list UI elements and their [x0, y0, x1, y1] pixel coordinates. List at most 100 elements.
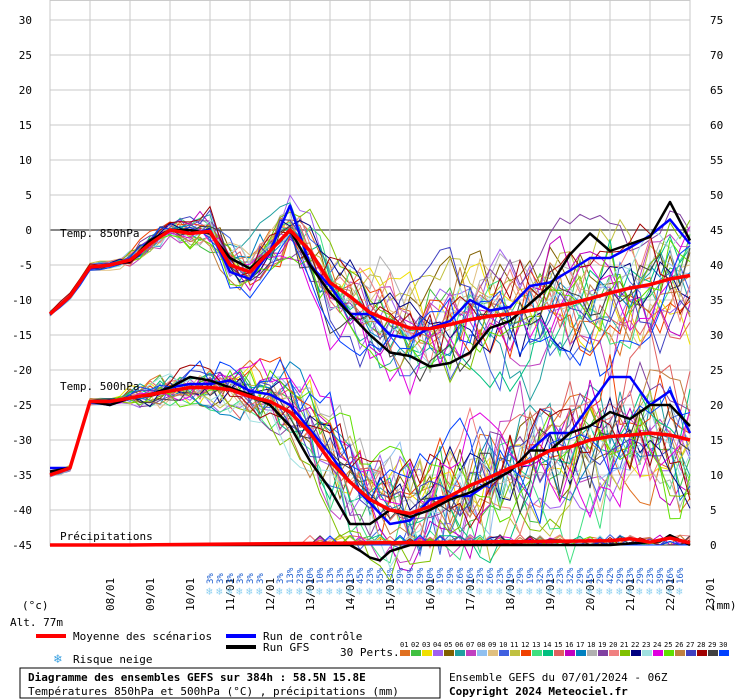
pert-color-swatch: [653, 650, 663, 656]
snowflake-icon: ❄: [236, 585, 243, 598]
x-tick-label: 15/01: [384, 578, 397, 611]
snowflake-icon: ❄: [356, 585, 363, 598]
snowflake-icon: ❄: [346, 585, 353, 598]
series-line-850hPa: [49, 200, 692, 368]
pert-id-label: 12: [521, 641, 529, 649]
snow-risk-value: 23%: [346, 567, 356, 584]
pert-id-label: 04: [433, 641, 441, 649]
snow-risk-value: 35%: [376, 567, 386, 584]
footer-copyright: Copyright 2024 Meteociel.fr: [449, 685, 628, 698]
pert-id-label: 27: [686, 641, 694, 649]
perturbation-line: [49, 218, 691, 315]
perturbation-line: [49, 369, 691, 544]
y-left-tick-label: -10: [12, 294, 32, 307]
snow-risk-value: 42%: [606, 567, 616, 584]
snow-risk-value: 32%: [566, 567, 576, 584]
snow-risk-value: 3%: [236, 573, 246, 584]
x-tick-label: 23/01: [704, 578, 717, 611]
pert-id-label: 17: [576, 641, 584, 649]
pert-id-label: 30: [719, 641, 727, 649]
snow-risk-value: 26%: [666, 567, 676, 584]
legend-control-label: Run de contrôle: [263, 630, 362, 643]
snowflake-icon: ❄: [376, 585, 383, 598]
y-right-tick-label: 60: [710, 119, 723, 132]
pert-color-swatch: [532, 650, 542, 656]
snow-risk-value: 3%: [216, 573, 226, 584]
t500-label: Temp. 500hPa: [60, 380, 139, 393]
snowflake-icon: ❄: [656, 585, 663, 598]
pert-id-label: 09: [488, 641, 496, 649]
snow-risk-value: 23%: [366, 567, 376, 584]
pert-id-label: 23: [642, 641, 650, 649]
y-left-tick-label: 10: [19, 154, 32, 167]
footer-subtitle: Températures 850hPa et 500hPa (°C) , pré…: [28, 685, 399, 698]
pert-id-label: 02: [411, 641, 419, 649]
footer-title: Diagramme des ensembles GEFS sur 384h : …: [28, 671, 366, 684]
snowflake-icon: ❄: [336, 585, 343, 598]
y-right-tick-label: 55: [710, 154, 723, 167]
snow-risk-value: 13%: [336, 567, 346, 584]
snowflake-icon: ❄: [546, 585, 553, 598]
y-left-tick-label: -40: [12, 504, 32, 517]
snowflake-icon: ❄: [536, 585, 543, 598]
y-left-tick-label: -20: [12, 364, 32, 377]
y-right-tick-label: 25: [710, 364, 723, 377]
pert-id-label: 29: [708, 641, 716, 649]
snowflake-icon: ❄: [466, 585, 473, 598]
snow-risk-value: 19%: [526, 567, 536, 584]
x-tick-label: 22/01: [664, 578, 677, 611]
snowflake-icon: ❄: [416, 585, 423, 598]
snowflake-icon: ❄: [396, 585, 403, 598]
snowflake-icon: ❄: [386, 585, 393, 598]
y-right-tick-label: 15: [710, 434, 723, 447]
snow-risk-value: 29%: [516, 567, 526, 584]
perturbation-line: [49, 373, 691, 569]
x-axis: 08/01 09/01 10/01 11/01 12/01 13/01 14/01 15/01…: [104, 578, 717, 611]
y-right-tick-label: 70: [710, 49, 723, 62]
pert-color-swatch: [631, 650, 641, 656]
x-tick-label: 16/01: [424, 578, 437, 611]
snow-risk-value: 26%: [466, 567, 476, 584]
snowflake-icon: ❄: [646, 585, 653, 598]
perturbation-line: [49, 226, 691, 377]
snow-risk-value: 23%: [626, 567, 636, 584]
pert-color-swatch: [642, 650, 652, 656]
snowflake-icon: ❄: [406, 585, 413, 598]
perturbation-line: [49, 369, 691, 542]
snow-risk-value: 29%: [636, 567, 646, 584]
y-right-tick-label: 30: [710, 329, 723, 342]
snow-risk-value: 20%: [426, 567, 436, 584]
pert-id-label: 19: [598, 641, 606, 649]
snow-risk-value: 29%: [396, 567, 406, 584]
snowflake-icon: ❄: [326, 585, 333, 598]
y-left-tick-label: 20: [19, 84, 32, 97]
pert-color-swatch: [554, 650, 564, 656]
pert-id-label: 16: [565, 641, 573, 649]
pert-id-label: 15: [554, 641, 562, 649]
y-right-tick-label: 0: [710, 539, 717, 552]
right-axis-unit: (mm): [710, 599, 737, 612]
pert-color-swatch: [576, 650, 586, 656]
snow-risk-value: 20%: [306, 567, 316, 584]
altitude-label: Alt. 77m: [10, 616, 63, 629]
y-left-tick-label: -35: [12, 469, 32, 482]
series-line-precip_mm: [50, 536, 691, 547]
y-left-tick-label: 15: [19, 119, 32, 132]
x-tick-label: 11/01: [224, 578, 237, 611]
y-left-tick-label: 30: [19, 14, 32, 27]
snowflake-icon: ❄: [626, 585, 633, 598]
snow-risk-value: 32%: [536, 567, 546, 584]
pert-id-label: 13: [532, 641, 540, 649]
snow-risk-value: 23%: [476, 567, 486, 584]
legend: Moyenne des scénarios Run de contrôle Ru…: [36, 630, 729, 667]
x-tick-label: 13/01: [304, 578, 317, 611]
snow-risk-value: 29%: [506, 567, 516, 584]
pert-color-swatch: [664, 650, 674, 656]
perturbation-line: [49, 209, 691, 369]
legend-snow-label: Risque neige: [73, 653, 152, 666]
y-left-tick-label: 25: [19, 49, 32, 62]
series-line-500hPa: [49, 385, 691, 516]
y-right-tick-label: 75: [710, 14, 723, 27]
snowflake-icon: ❄: [576, 585, 583, 598]
pert-id-label: 03: [422, 641, 430, 649]
